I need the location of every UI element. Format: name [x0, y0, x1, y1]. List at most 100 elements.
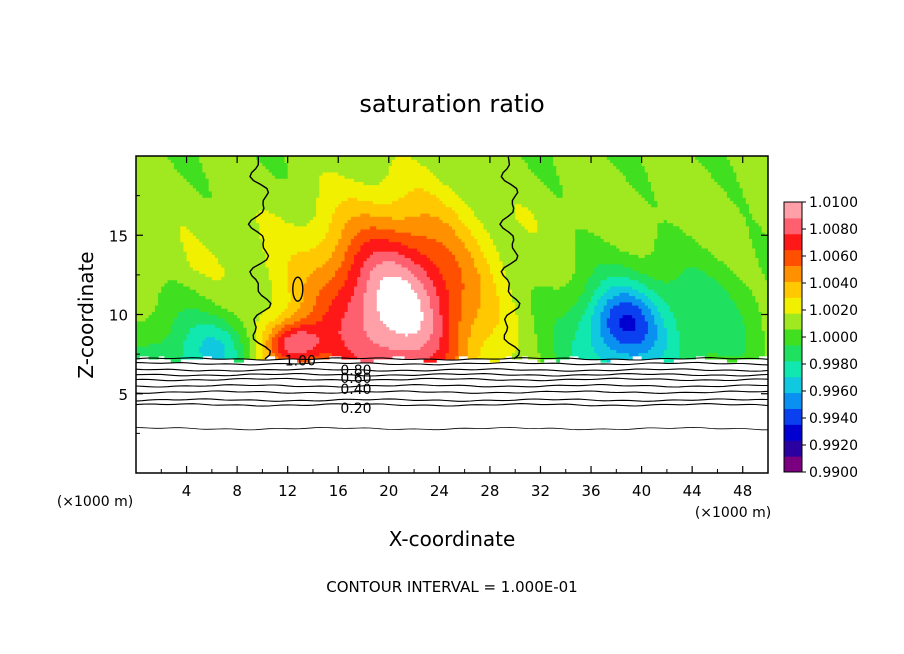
- field-cell: [221, 184, 226, 189]
- field-cell: [249, 165, 254, 170]
- field-cell: [211, 257, 216, 262]
- field-cell: [158, 190, 162, 195]
- field-cell: [322, 213, 327, 217]
- field-cell: [240, 219, 245, 224]
- field-cell: [224, 232, 229, 236]
- field-cell: [161, 336, 166, 341]
- field-cell: [199, 317, 203, 322]
- field-cell: [275, 254, 279, 259]
- field-cell: [227, 285, 232, 290]
- field-cell: [265, 311, 270, 316]
- field-cell: [170, 273, 175, 278]
- field-cell: [164, 194, 169, 198]
- field-cell: [303, 292, 308, 297]
- field-cell: [208, 298, 213, 303]
- field-cell: [183, 352, 188, 357]
- field-cell: [341, 333, 346, 338]
- field-cell: [275, 175, 279, 179]
- field-cell: [271, 168, 276, 173]
- field-cell: [211, 279, 216, 284]
- field-cell: [205, 238, 210, 243]
- field-cell: [265, 228, 270, 233]
- field-cell: [145, 285, 150, 290]
- field-cell: [211, 285, 216, 290]
- field-cell: [338, 289, 342, 293]
- field-cell: [243, 266, 248, 271]
- field-cell: [170, 171, 175, 176]
- field-cell: [237, 289, 241, 293]
- field-cell: [300, 352, 305, 357]
- field-cell: [208, 289, 213, 293]
- field-cell: [243, 304, 248, 309]
- field-cell: [275, 213, 279, 217]
- field-cell: [344, 355, 349, 360]
- field-cell: [145, 159, 150, 163]
- field-cell: [246, 190, 251, 195]
- field-cell: [170, 244, 175, 249]
- field-cell: [294, 304, 298, 309]
- field-cell: [208, 159, 213, 163]
- field-cell: [180, 289, 184, 293]
- field-cell: [196, 171, 200, 176]
- field-cell: [262, 241, 267, 246]
- field-cell: [319, 203, 324, 208]
- field-cell: [312, 270, 317, 274]
- field-cell: [167, 203, 172, 208]
- field-cell: [177, 206, 181, 211]
- field-cell: [139, 343, 143, 347]
- field-cell: [275, 314, 279, 319]
- field-cell: [344, 263, 349, 268]
- field-cell: [233, 213, 238, 217]
- field-cell: [303, 358, 308, 363]
- field-cell: [221, 320, 226, 325]
- field-cell: [303, 308, 308, 312]
- field-cell: [312, 330, 317, 335]
- field-cell: [227, 355, 232, 360]
- field-cell: [306, 257, 311, 262]
- field-cell: [196, 317, 200, 322]
- field-cell: [136, 257, 140, 262]
- field-cell: [170, 289, 175, 293]
- field-cell: [227, 327, 232, 331]
- field-cell: [215, 301, 219, 306]
- field-cell: [221, 295, 226, 300]
- field-cell: [189, 168, 194, 173]
- field-cell: [199, 228, 203, 233]
- field-cell: [148, 232, 153, 236]
- field-cell: [199, 289, 203, 293]
- field-cell: [243, 222, 248, 227]
- field-cell: [341, 295, 346, 300]
- field-cell: [237, 308, 241, 312]
- field-cell: [192, 194, 197, 198]
- field-cell: [262, 171, 267, 176]
- field-cell: [281, 251, 286, 255]
- field-cell: [230, 235, 235, 240]
- field-cell: [221, 317, 226, 322]
- field-cell: [278, 213, 282, 217]
- field-cell: [154, 298, 159, 303]
- field-cell: [297, 171, 301, 176]
- field-cell: [177, 263, 181, 268]
- field-cell: [344, 206, 349, 211]
- field-cell: [227, 184, 232, 189]
- field-cell: [325, 339, 330, 344]
- field-cell: [192, 270, 197, 274]
- field-cell: [199, 247, 203, 252]
- field-cell: [211, 251, 216, 255]
- field-cell: [338, 276, 342, 281]
- field-cell: [309, 187, 314, 192]
- field-cell: [230, 311, 235, 316]
- field-cell: [196, 244, 200, 249]
- field-cell: [230, 266, 235, 271]
- field-cell: [319, 213, 324, 217]
- field-cell: [202, 257, 207, 262]
- field-cell: [189, 333, 194, 338]
- field-cell: [205, 285, 210, 290]
- field-cell: [294, 352, 298, 357]
- field-cell: [205, 213, 210, 217]
- field-cell: [227, 159, 232, 163]
- field-cell: [281, 289, 286, 293]
- field-cell: [186, 349, 191, 354]
- field-cell: [142, 273, 147, 278]
- field-cell: [164, 222, 169, 227]
